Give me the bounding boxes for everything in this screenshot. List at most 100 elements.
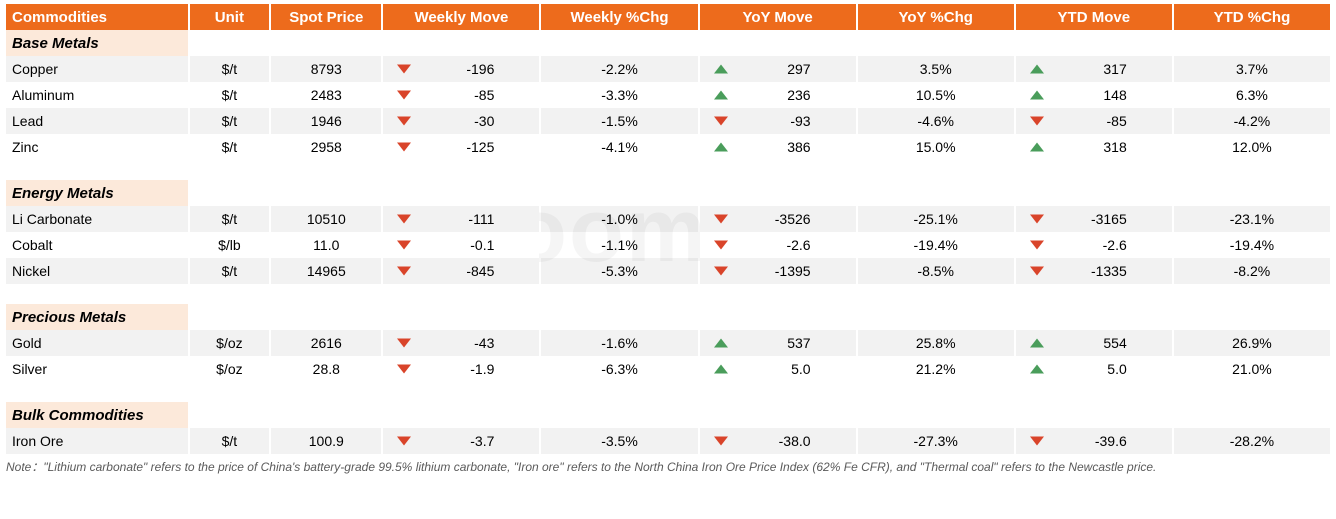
- yoy-move: -1395: [699, 258, 857, 284]
- ytd-move: -85: [1015, 108, 1173, 134]
- unit: $/t: [189, 206, 271, 232]
- col-spot: Spot Price: [270, 4, 382, 30]
- spot-price: 2958: [270, 134, 382, 160]
- move-value: -1.9: [424, 361, 494, 377]
- up-arrow-icon: [714, 91, 728, 100]
- yoy-pct: -25.1%: [857, 206, 1015, 232]
- spot-price: 8793: [270, 56, 382, 82]
- down-arrow-icon: [397, 143, 411, 152]
- commodity-name: Nickel: [5, 258, 189, 284]
- weekly-pct: -1.0%: [540, 206, 698, 232]
- unit: $/oz: [189, 330, 271, 356]
- col-unit: Unit: [189, 4, 271, 30]
- ytd-move: -1335: [1015, 258, 1173, 284]
- down-arrow-icon: [714, 241, 728, 250]
- down-arrow-icon: [1030, 437, 1044, 446]
- yoy-pct: 25.8%: [857, 330, 1015, 356]
- down-arrow-icon: [714, 117, 728, 126]
- spot-price: 2483: [270, 82, 382, 108]
- spot-price: 14965: [270, 258, 382, 284]
- spacer-row: [5, 284, 1331, 304]
- up-arrow-icon: [714, 143, 728, 152]
- move-value: -2.6: [1057, 237, 1127, 253]
- yoy-move: -93: [699, 108, 857, 134]
- commodity-name: Iron Ore: [5, 428, 189, 454]
- move-value: 297: [741, 61, 811, 77]
- spot-price: 11.0: [270, 232, 382, 258]
- ytd-pct: -19.4%: [1173, 232, 1331, 258]
- unit: $/t: [189, 82, 271, 108]
- col-weekly-pct: Weekly %Chg: [540, 4, 698, 30]
- up-arrow-icon: [1030, 143, 1044, 152]
- spot-price: 10510: [270, 206, 382, 232]
- weekly-pct: -1.6%: [540, 330, 698, 356]
- down-arrow-icon: [397, 65, 411, 74]
- ytd-pct: -4.2%: [1173, 108, 1331, 134]
- ytd-pct: 6.3%: [1173, 82, 1331, 108]
- yoy-move: 386: [699, 134, 857, 160]
- down-arrow-icon: [714, 215, 728, 224]
- move-value: 318: [1057, 139, 1127, 155]
- yoy-move: 297: [699, 56, 857, 82]
- move-value: -111: [424, 211, 494, 227]
- table-row: Lead$/t1946-30-1.5%-93-4.6%-85-4.2%: [5, 108, 1331, 134]
- table-row: Iron Ore$/t100.9-3.7-3.5%-38.0-27.3%-39.…: [5, 428, 1331, 454]
- table-row: Zinc$/t2958-125-4.1%38615.0%31812.0%: [5, 134, 1331, 160]
- col-yoy-move: YoY Move: [699, 4, 857, 30]
- down-arrow-icon: [714, 437, 728, 446]
- section-header: Precious Metals: [5, 304, 1331, 330]
- move-value: 317: [1057, 61, 1127, 77]
- move-value: 5.0: [741, 361, 811, 377]
- move-value: -845: [424, 263, 494, 279]
- yoy-pct: 21.2%: [857, 356, 1015, 382]
- down-arrow-icon: [1030, 117, 1044, 126]
- down-arrow-icon: [1030, 267, 1044, 276]
- move-value: -3526: [741, 211, 811, 227]
- move-value: 5.0: [1057, 361, 1127, 377]
- ytd-pct: 12.0%: [1173, 134, 1331, 160]
- ytd-pct: -28.2%: [1173, 428, 1331, 454]
- move-value: -30: [424, 113, 494, 129]
- weekly-move: -111: [382, 206, 540, 232]
- down-arrow-icon: [397, 365, 411, 374]
- spot-price: 1946: [270, 108, 382, 134]
- col-commodities: Commodities: [5, 4, 189, 30]
- move-value: -3165: [1057, 211, 1127, 227]
- spot-price: 2616: [270, 330, 382, 356]
- move-value: 148: [1057, 87, 1127, 103]
- down-arrow-icon: [397, 215, 411, 224]
- ytd-pct: 21.0%: [1173, 356, 1331, 382]
- table-row: Aluminum$/t2483-85-3.3%23610.5%1486.3%: [5, 82, 1331, 108]
- up-arrow-icon: [714, 365, 728, 374]
- ytd-move: 317: [1015, 56, 1173, 82]
- move-value: -0.1: [424, 237, 494, 253]
- yoy-move: -38.0: [699, 428, 857, 454]
- unit: $/oz: [189, 356, 271, 382]
- ytd-pct: -8.2%: [1173, 258, 1331, 284]
- up-arrow-icon: [1030, 365, 1044, 374]
- table-row: Copper$/t8793-196-2.2%2973.5%3173.7%: [5, 56, 1331, 82]
- weekly-move: -43: [382, 330, 540, 356]
- move-value: -93: [741, 113, 811, 129]
- down-arrow-icon: [397, 117, 411, 126]
- ytd-pct: 3.7%: [1173, 56, 1331, 82]
- table-row: Gold$/oz2616-43-1.6%53725.8%55426.9%: [5, 330, 1331, 356]
- move-value: -43: [424, 335, 494, 351]
- section-title: Bulk Commodities: [5, 402, 189, 428]
- table-row: Nickel$/t14965-845-5.3%-1395-8.5%-1335-8…: [5, 258, 1331, 284]
- unit: $/t: [189, 108, 271, 134]
- col-ytd-move: YTD Move: [1015, 4, 1173, 30]
- move-value: -85: [1057, 113, 1127, 129]
- table-row: Cobalt$/lb11.0-0.1-1.1%-2.6-19.4%-2.6-19…: [5, 232, 1331, 258]
- spacer-row: [5, 160, 1331, 180]
- weekly-pct: -5.3%: [540, 258, 698, 284]
- table-row: Silver$/oz28.8-1.9-6.3%5.021.2%5.021.0%: [5, 356, 1331, 382]
- move-value: -1395: [741, 263, 811, 279]
- move-value: -1335: [1057, 263, 1127, 279]
- spot-price: 100.9: [270, 428, 382, 454]
- col-yoy-pct: YoY %Chg: [857, 4, 1015, 30]
- up-arrow-icon: [1030, 65, 1044, 74]
- commodity-name: Cobalt: [5, 232, 189, 258]
- up-arrow-icon: [1030, 91, 1044, 100]
- up-arrow-icon: [714, 339, 728, 348]
